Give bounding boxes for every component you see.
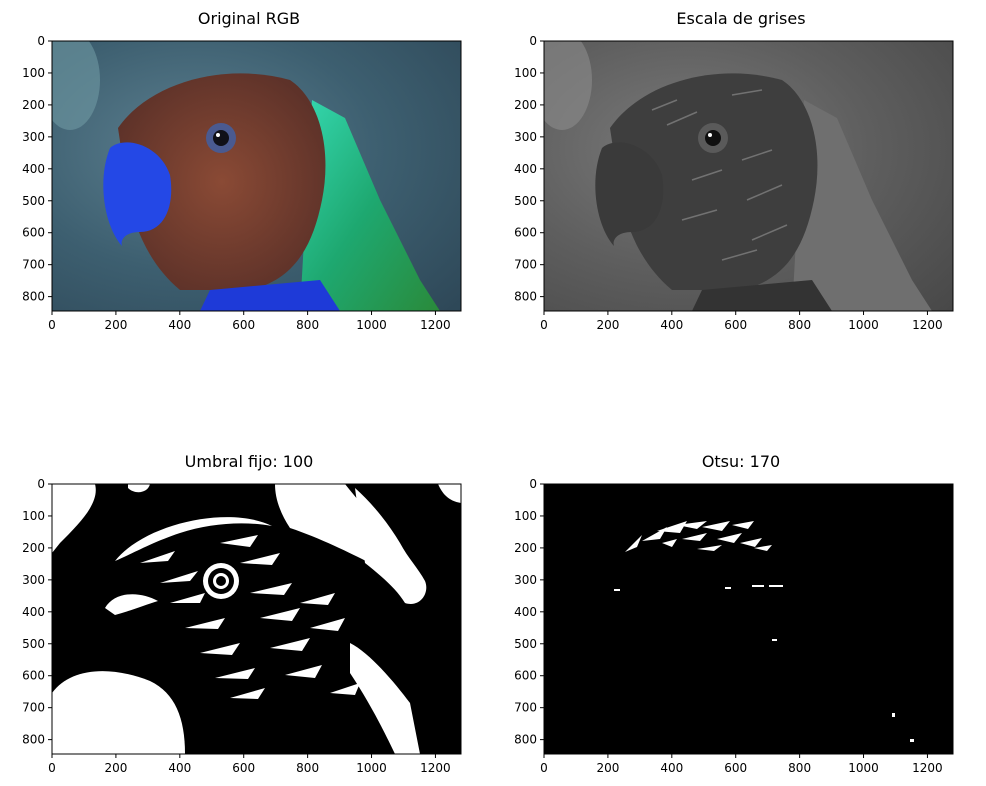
panel-title: Original RGB (198, 9, 300, 28)
x-tick-label: 200 (596, 318, 619, 332)
y-tick-label: 600 (22, 669, 45, 683)
x-tick-label: 0 (48, 761, 56, 775)
y-tick-label: 800 (514, 290, 537, 304)
x-tick-label: 400 (660, 761, 683, 775)
x-tick-label: 600 (724, 318, 747, 332)
y-tick-label: 800 (22, 733, 45, 747)
y-tick-label: 300 (514, 573, 537, 587)
y-tick-label: 0 (37, 34, 45, 48)
y-tick-label: 100 (514, 509, 537, 523)
y-tick-label: 700 (22, 701, 45, 715)
x-tick-label: 1200 (912, 318, 943, 332)
y-tick-label: 700 (514, 258, 537, 272)
y-tick-label: 600 (22, 226, 45, 240)
y-tick-label: 800 (514, 733, 537, 747)
x-tick-label: 1200 (420, 318, 451, 332)
y-tick-label: 0 (37, 477, 45, 491)
x-tick-label: 0 (540, 761, 548, 775)
y-tick-label: 400 (22, 605, 45, 619)
x-tick-label: 600 (232, 318, 255, 332)
x-tick-label: 400 (168, 761, 191, 775)
y-tick-label: 100 (22, 66, 45, 80)
x-tick-label: 1200 (420, 761, 451, 775)
panel-fixed-threshold: Umbral fijo: 100 0 200 400 600 800 1000 1200 0… (22, 452, 462, 775)
x-tick-label: 1000 (356, 761, 387, 775)
x-tick-label: 400 (660, 318, 683, 332)
x-tick-label: 0 (48, 318, 56, 332)
panel-title: Escala de grises (676, 9, 805, 28)
y-tick-label: 400 (514, 605, 537, 619)
x-tick-label: 1000 (848, 761, 879, 775)
panel-otsu-threshold: Otsu: 170 0 200 400 600 800 1000 1200 0 100 200 (514, 452, 954, 775)
x-tick-label: 200 (596, 761, 619, 775)
y-tick-label: 200 (22, 541, 45, 555)
y-tick-label: 200 (514, 98, 537, 112)
y-tick-label: 100 (514, 66, 537, 80)
y-tick-label: 700 (514, 701, 537, 715)
y-tick-label: 800 (22, 290, 45, 304)
x-tick-label: 400 (168, 318, 191, 332)
y-tick-label: 500 (514, 637, 537, 651)
y-tick-label: 600 (514, 226, 537, 240)
y-tick-label: 200 (514, 541, 537, 555)
y-tick-label: 0 (529, 477, 537, 491)
x-tick-label: 800 (296, 761, 319, 775)
x-tick-label: 0 (540, 318, 548, 332)
y-tick-label: 600 (514, 669, 537, 683)
y-tick-label: 300 (514, 130, 537, 144)
y-tick-label: 500 (22, 194, 45, 208)
x-tick-label: 800 (296, 318, 319, 332)
y-tick-label: 200 (22, 98, 45, 112)
panel-original-rgb: Original RGB 0 200 400 600 800 1000 1200 0 100 2… (22, 9, 462, 332)
x-tick-label: 800 (788, 318, 811, 332)
x-tick-label: 1000 (356, 318, 387, 332)
x-tick-label: 1000 (848, 318, 879, 332)
y-tick-label: 500 (22, 637, 45, 651)
panel-title: Umbral fijo: 100 (185, 452, 314, 471)
y-tick-label: 0 (529, 34, 537, 48)
x-tick-label: 800 (788, 761, 811, 775)
y-tick-label: 300 (22, 130, 45, 144)
y-tick-label: 400 (22, 162, 45, 176)
x-tick-label: 200 (104, 761, 127, 775)
panel-grayscale: Escala de grises 0 200 400 600 800 1000 1200 0… (514, 9, 954, 332)
y-tick-label: 500 (514, 194, 537, 208)
y-tick-label: 300 (22, 573, 45, 587)
x-tick-label: 600 (724, 761, 747, 775)
x-tick-label: 600 (232, 761, 255, 775)
y-tick-label: 100 (22, 509, 45, 523)
y-tick-label: 700 (22, 258, 45, 272)
y-tick-label: 400 (514, 162, 537, 176)
x-tick-label: 1200 (912, 761, 943, 775)
panel-title: Otsu: 170 (702, 452, 780, 471)
x-tick-label: 200 (104, 318, 127, 332)
